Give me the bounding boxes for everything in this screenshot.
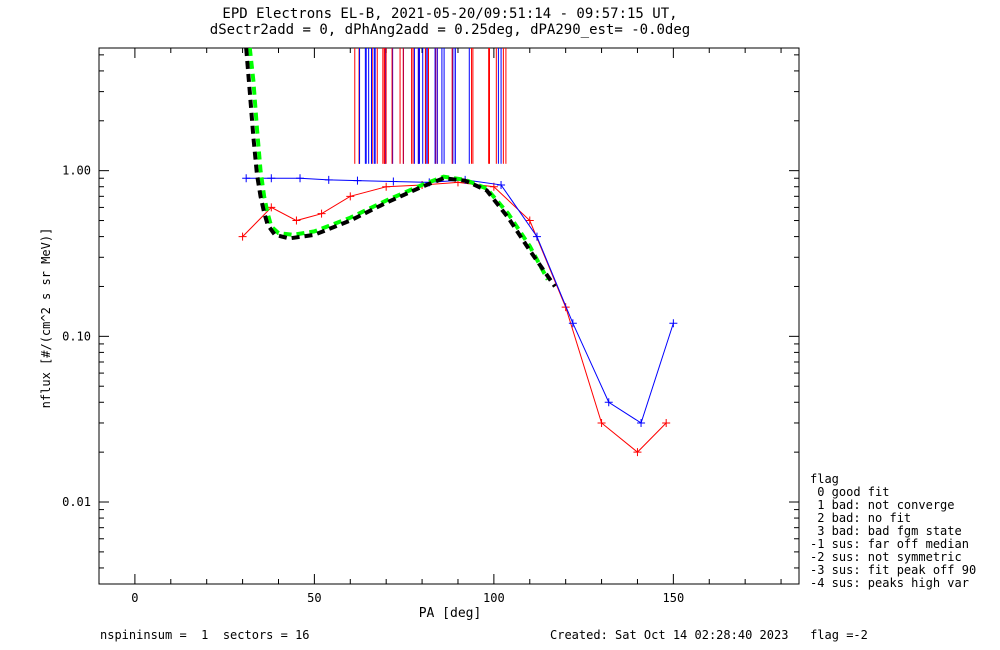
vertical-lines-annotation — [354, 48, 507, 164]
fit-curve — [244, 47, 557, 288]
data-point-cross — [669, 319, 678, 328]
legend-title: flag — [810, 472, 839, 486]
plot-frame — [98, 47, 800, 585]
y-axis-label: nflux [#/(cm^2 s sr MeV)] — [39, 227, 53, 409]
legend-item: 3 bad: bad fgm state — [810, 524, 962, 538]
axis-ticks: 0 50 100 150 0.01 0.10 1.00 — [62, 48, 799, 605]
data-point-cross — [597, 418, 606, 427]
data-point-cross — [637, 418, 646, 427]
data-point-cross — [604, 398, 613, 407]
y-tick-label: 1.00 — [62, 164, 91, 178]
data-point-cross — [662, 418, 671, 427]
data-point-cross — [389, 177, 398, 186]
data-point-cross — [353, 176, 362, 185]
chart-title-line2: dSectr2add = 0, dPhAng2add = 0.25deg, dP… — [209, 22, 691, 38]
data-point-cross — [292, 216, 301, 225]
data-point-cross — [382, 182, 391, 191]
footer-left-info: nspininsum = 1 sectors = 16 — [100, 628, 310, 642]
x-tick-label: 150 — [663, 591, 685, 605]
data-point-cross — [497, 180, 506, 189]
legend-item: -1 sus: far off median — [810, 537, 969, 551]
data-point-cross — [324, 175, 333, 184]
footer-right-info: Created: Sat Oct 14 02:28:40 2023 flag =… — [550, 628, 868, 642]
y-tick-label: 0.01 — [62, 495, 91, 509]
data-point-cross — [267, 203, 276, 212]
legend-item: -2 sus: not symmetric — [810, 550, 962, 564]
flag-legend: flag 0 good fit 1 bad: not converge 2 ba… — [810, 473, 976, 590]
x-tick-label: 50 — [307, 591, 321, 605]
fit-lines — [244, 47, 557, 288]
data-lines — [238, 174, 678, 457]
x-tick-label: 0 — [131, 591, 138, 605]
data-point-cross — [633, 448, 642, 457]
legend-item: -4 sus: peaks high var — [810, 576, 969, 590]
y-tick-label: 0.10 — [62, 329, 91, 343]
data-point-cross — [238, 232, 247, 241]
x-axis-label: PA [deg] — [418, 606, 482, 621]
data-point-cross — [317, 209, 326, 218]
legend-item: 0 good fit — [810, 485, 890, 499]
data-point-cross — [296, 174, 305, 183]
data-point-cross — [568, 319, 577, 328]
legend-item: -3 sus: fit peak off 90 — [810, 563, 977, 577]
series-line — [246, 177, 674, 424]
legend-item: 2 bad: no fit — [810, 511, 912, 525]
data-point-cross — [267, 174, 276, 183]
data-point-cross — [242, 174, 251, 183]
data-point-cross — [346, 192, 355, 201]
chart-title-line1: EPD Electrons EL-B, 2021-05-20/09:51:14 … — [222, 6, 678, 22]
data-point-cross — [532, 232, 541, 241]
legend-item: 1 bad: not converge — [810, 498, 955, 512]
x-tick-label: 100 — [483, 591, 505, 605]
data-point-cross — [525, 216, 534, 225]
fit-curve — [247, 47, 550, 281]
series-line — [242, 181, 667, 453]
